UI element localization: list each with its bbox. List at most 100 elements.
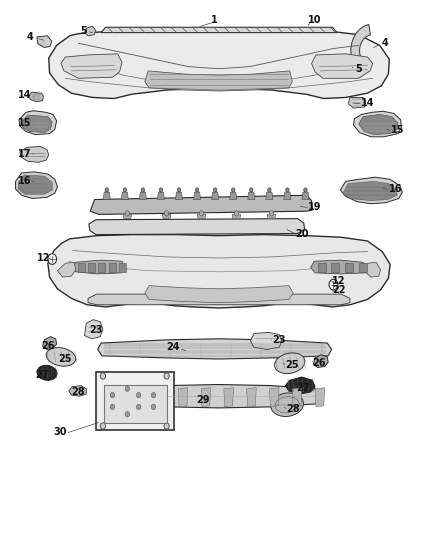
Circle shape bbox=[268, 188, 271, 192]
Polygon shape bbox=[343, 61, 360, 73]
Bar bbox=[88, 263, 95, 272]
Circle shape bbox=[125, 386, 130, 391]
Polygon shape bbox=[90, 195, 312, 214]
Ellipse shape bbox=[275, 353, 305, 374]
Circle shape bbox=[304, 188, 307, 192]
Polygon shape bbox=[15, 172, 57, 198]
Polygon shape bbox=[98, 384, 324, 408]
Circle shape bbox=[250, 188, 253, 192]
Polygon shape bbox=[269, 387, 279, 407]
Text: 30: 30 bbox=[53, 427, 67, 438]
Polygon shape bbox=[292, 387, 302, 407]
Circle shape bbox=[151, 404, 155, 409]
Polygon shape bbox=[42, 337, 57, 350]
Text: 28: 28 bbox=[71, 387, 85, 397]
Bar bbox=[109, 263, 116, 272]
Circle shape bbox=[110, 392, 115, 398]
Polygon shape bbox=[69, 385, 86, 396]
Circle shape bbox=[123, 188, 127, 192]
Polygon shape bbox=[145, 71, 292, 91]
Text: 5: 5 bbox=[80, 26, 87, 36]
Bar bbox=[332, 263, 339, 272]
Polygon shape bbox=[121, 192, 128, 199]
Circle shape bbox=[286, 188, 289, 192]
Text: 19: 19 bbox=[308, 202, 322, 212]
Text: 12: 12 bbox=[37, 253, 50, 263]
Circle shape bbox=[164, 373, 169, 379]
Polygon shape bbox=[359, 115, 398, 135]
Polygon shape bbox=[37, 36, 52, 47]
Polygon shape bbox=[247, 387, 256, 407]
Polygon shape bbox=[61, 54, 122, 78]
Text: 14: 14 bbox=[18, 90, 32, 100]
Polygon shape bbox=[176, 192, 183, 199]
Polygon shape bbox=[348, 98, 366, 108]
Polygon shape bbox=[266, 192, 273, 199]
Polygon shape bbox=[248, 192, 255, 199]
Circle shape bbox=[100, 373, 106, 379]
Polygon shape bbox=[48, 235, 390, 308]
Ellipse shape bbox=[46, 348, 76, 366]
Polygon shape bbox=[139, 192, 146, 199]
Polygon shape bbox=[57, 262, 76, 277]
Circle shape bbox=[48, 254, 57, 264]
Polygon shape bbox=[22, 115, 52, 133]
Text: 4: 4 bbox=[27, 32, 34, 42]
Text: 15: 15 bbox=[391, 125, 405, 135]
Polygon shape bbox=[85, 320, 103, 339]
Bar bbox=[96, 372, 174, 430]
Circle shape bbox=[141, 188, 145, 192]
Circle shape bbox=[234, 211, 239, 216]
Polygon shape bbox=[340, 177, 403, 204]
Circle shape bbox=[164, 423, 169, 429]
Circle shape bbox=[269, 211, 274, 216]
Text: 12: 12 bbox=[332, 277, 346, 286]
Text: 23: 23 bbox=[89, 325, 102, 335]
Circle shape bbox=[110, 404, 115, 409]
Polygon shape bbox=[251, 333, 282, 350]
Polygon shape bbox=[267, 214, 276, 219]
Text: 26: 26 bbox=[41, 341, 55, 351]
Polygon shape bbox=[162, 214, 171, 219]
Polygon shape bbox=[85, 26, 96, 36]
Circle shape bbox=[137, 404, 141, 409]
Ellipse shape bbox=[271, 393, 304, 416]
Ellipse shape bbox=[37, 365, 57, 381]
Bar bbox=[359, 263, 367, 272]
Circle shape bbox=[231, 188, 235, 192]
Polygon shape bbox=[103, 192, 110, 199]
Bar bbox=[318, 263, 325, 272]
Circle shape bbox=[137, 392, 141, 398]
Bar bbox=[99, 263, 106, 272]
Text: 14: 14 bbox=[361, 98, 374, 108]
Polygon shape bbox=[20, 147, 49, 163]
Circle shape bbox=[125, 411, 130, 417]
Polygon shape bbox=[224, 387, 233, 407]
Polygon shape bbox=[194, 192, 201, 199]
Polygon shape bbox=[145, 286, 293, 303]
Text: 16: 16 bbox=[18, 176, 32, 187]
Circle shape bbox=[159, 188, 162, 192]
Polygon shape bbox=[343, 181, 397, 200]
Text: 27: 27 bbox=[296, 383, 310, 393]
Polygon shape bbox=[232, 214, 241, 219]
Text: 15: 15 bbox=[18, 118, 32, 128]
Text: 29: 29 bbox=[197, 395, 210, 406]
Circle shape bbox=[195, 188, 199, 192]
Polygon shape bbox=[313, 355, 328, 368]
Text: 10: 10 bbox=[308, 15, 322, 26]
Polygon shape bbox=[284, 192, 291, 199]
Polygon shape bbox=[178, 387, 188, 407]
Circle shape bbox=[164, 211, 169, 216]
Bar bbox=[119, 263, 126, 272]
Polygon shape bbox=[230, 192, 237, 199]
Polygon shape bbox=[71, 260, 124, 274]
Polygon shape bbox=[98, 339, 332, 359]
Bar bbox=[104, 385, 167, 423]
Polygon shape bbox=[311, 260, 367, 274]
Polygon shape bbox=[28, 92, 43, 102]
Polygon shape bbox=[197, 214, 206, 219]
Text: 16: 16 bbox=[389, 184, 403, 194]
Text: 23: 23 bbox=[272, 335, 286, 345]
Circle shape bbox=[213, 188, 217, 192]
